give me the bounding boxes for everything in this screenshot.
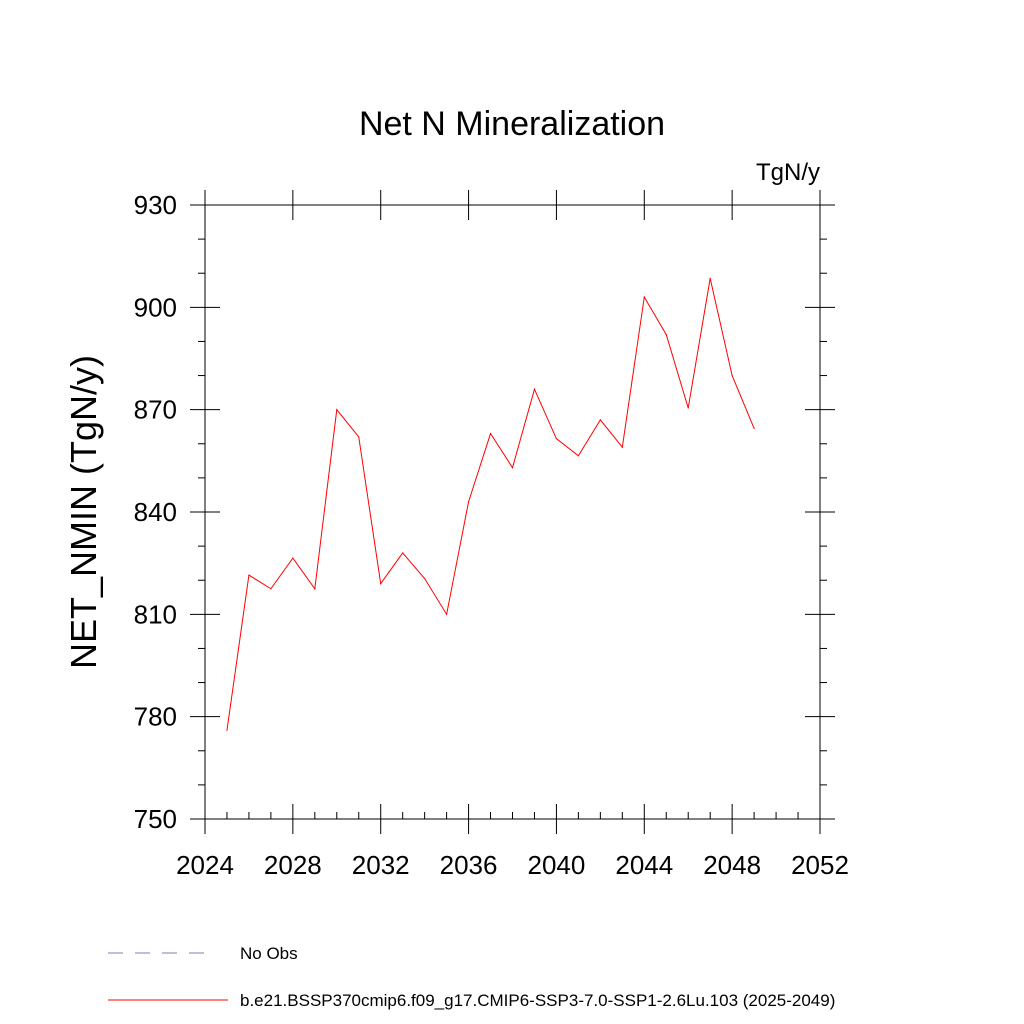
x-tick-label: 2052: [791, 850, 849, 880]
series-line: [226, 278, 755, 731]
y-tick-label: 870: [134, 395, 177, 425]
data-point: [643, 296, 645, 298]
data-point: [731, 374, 733, 377]
data-point: [489, 432, 492, 435]
data-point: [709, 277, 711, 279]
x-axis-tick-labels: 2024 2028 2032 2036 2040 2044 2048 2052: [176, 850, 849, 880]
y-tick-label: 930: [134, 190, 177, 220]
data-point: [621, 446, 623, 448]
y-tick-label: 780: [134, 702, 177, 732]
y-tick-label: 810: [134, 599, 177, 629]
legend-label: b.e21.BSSP370cmip6.f09_g17.CMIP6-SSP3-7.…: [240, 991, 835, 1010]
y-axis-label: NET_NMIN (TgN/y): [63, 355, 104, 669]
x-tick-label: 2048: [703, 850, 761, 880]
x-tick-label: 2036: [440, 850, 498, 880]
data-point: [248, 574, 250, 576]
y-axis-tick-labels: 750 780 810 840 870 900 930: [134, 190, 177, 834]
legend: No Obs b.e21.BSSP370cmip6.f09_g17.CMIP6-S…: [108, 944, 835, 1010]
data-point: [446, 613, 448, 615]
data-point: [533, 388, 536, 390]
data-point: [226, 729, 228, 731]
x-tick-label: 2044: [615, 850, 673, 880]
data-point: [358, 436, 360, 438]
data-point: [753, 427, 755, 430]
x-tick-label: 2040: [528, 850, 586, 880]
data-point: [424, 577, 426, 580]
y-tick-label: 900: [134, 292, 177, 322]
data-point: [467, 501, 470, 503]
axis-ticks: [190, 190, 835, 834]
data-point: [555, 438, 558, 440]
legend-label: No Obs: [240, 944, 298, 963]
x-tick-label: 2032: [352, 850, 410, 880]
data-point: [314, 588, 316, 590]
data-point: [270, 588, 272, 590]
y-tick-label: 750: [134, 804, 177, 834]
data-point: [687, 407, 689, 409]
data-point: [599, 419, 601, 421]
chart-title: Net N Mineralization: [359, 105, 665, 143]
x-tick-label: 2024: [176, 850, 234, 880]
data-point: [336, 409, 338, 411]
plot-frame: [204, 204, 821, 820]
data-point: [292, 557, 294, 559]
data-point: [665, 334, 667, 336]
y-tick-label: 840: [134, 497, 177, 527]
data-point: [380, 583, 382, 585]
data-point: [402, 552, 404, 554]
x-tick-label: 2028: [264, 850, 322, 880]
data-point: [577, 455, 579, 457]
data-series: [226, 277, 755, 731]
data-point: [511, 467, 514, 469]
units-label: TgN/y: [756, 159, 820, 186]
